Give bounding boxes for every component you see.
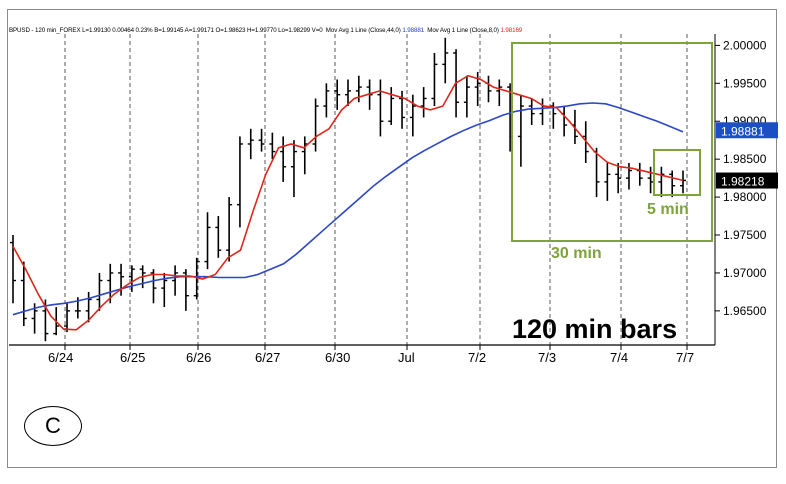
ma44-label: Mov Avg 1 Line (Close,44,0) bbox=[325, 27, 401, 34]
x-tick-label: 6/25 bbox=[120, 350, 145, 365]
ohlc-bar bbox=[128, 265, 135, 292]
y-tick-label: 1.98000 bbox=[723, 190, 767, 204]
ohlc-bar bbox=[528, 98, 535, 126]
ohlc-bar bbox=[604, 162, 611, 201]
ohlc-bar bbox=[431, 52, 438, 107]
x-tick-label: 6/27 bbox=[255, 350, 280, 365]
label-30-min: 30 min bbox=[551, 245, 602, 262]
ohlc-bar bbox=[474, 71, 481, 107]
ohlc-bar bbox=[463, 75, 470, 118]
panel-letter: C bbox=[24, 406, 82, 446]
ma44-value: 1.98881 bbox=[402, 27, 425, 34]
price-flag bbox=[716, 172, 778, 189]
ohlc-bar bbox=[658, 166, 665, 198]
x-tick-label: 6/26 bbox=[186, 350, 211, 365]
y-tick-label: 1.97500 bbox=[723, 228, 767, 242]
ohlc-bar bbox=[323, 83, 330, 118]
ohlc-bar bbox=[247, 128, 254, 160]
ohlc-bar bbox=[193, 257, 200, 300]
y-tick-label: 2.00000 bbox=[723, 38, 767, 52]
y-tick-label: 1.98500 bbox=[723, 152, 767, 166]
x-tick-label: 6/24 bbox=[48, 350, 73, 365]
y-tick-label: 1.97000 bbox=[723, 266, 767, 280]
price-flag bbox=[716, 122, 778, 139]
ohlc-bar bbox=[20, 261, 27, 327]
ohlc-bar bbox=[312, 98, 319, 152]
ma8-value: 1.98169 bbox=[500, 27, 523, 34]
ohlc-bar bbox=[615, 162, 622, 194]
ohlc-bar bbox=[334, 79, 341, 110]
label-5-min: 5 min bbox=[647, 201, 689, 218]
ohlc-bar bbox=[280, 136, 287, 182]
ohlc-bar bbox=[442, 37, 449, 84]
y-tick-label: 1.96500 bbox=[723, 304, 767, 318]
x-tick-label: 7/3 bbox=[538, 350, 556, 365]
main-label: 120 min bars bbox=[512, 314, 677, 344]
ohlc-bar bbox=[204, 212, 211, 270]
ohlc-bar bbox=[118, 263, 125, 296]
ohlc-bar bbox=[215, 216, 222, 258]
price-flag-label: 1.98218 bbox=[721, 175, 765, 189]
x-tick-label: 7/4 bbox=[610, 350, 628, 365]
ohlc-bar bbox=[172, 265, 179, 296]
ohlc-bar bbox=[269, 132, 276, 160]
chart-info-line: BPUSD - 120 min_FOREX L=1.99130 0.00464 … bbox=[9, 27, 522, 34]
x-tick-label: Jul bbox=[398, 350, 415, 365]
x-tick-label: 6/30 bbox=[325, 350, 350, 365]
ohlc-bar bbox=[258, 128, 265, 152]
ohlc-bar bbox=[85, 291, 92, 323]
box-30-min bbox=[511, 42, 713, 242]
ohlc-bar bbox=[345, 79, 351, 107]
ohlc-bar bbox=[236, 136, 243, 228]
ohlc-bar bbox=[388, 87, 395, 126]
x-tick-label: 7/7 bbox=[676, 350, 694, 365]
ohlc-bar bbox=[680, 170, 686, 194]
plot-area bbox=[9, 34, 715, 345]
ohlc-bar bbox=[669, 170, 676, 198]
ohlc-bar bbox=[96, 272, 103, 311]
price-flag-label: 1.98881 bbox=[721, 124, 765, 138]
symbol-line: BPUSD - 120 min_FOREX L=1.99130 0.00464 … bbox=[9, 27, 323, 34]
ohlc-bar bbox=[64, 303, 71, 333]
ohlc-bar bbox=[377, 79, 384, 137]
ma8-line bbox=[12, 74, 684, 331]
y-tick-label: 1.99500 bbox=[723, 76, 767, 90]
ohlc-bar bbox=[107, 263, 114, 304]
ohlc-bar bbox=[409, 94, 416, 137]
ohlc-bar bbox=[290, 140, 297, 198]
ohlc-bar bbox=[10, 235, 16, 304]
ohlc-bar bbox=[517, 94, 524, 167]
ohlc-bar bbox=[226, 197, 233, 262]
ohlc-bar bbox=[420, 87, 427, 118]
ma8-label: Mov Avg 1 Line (Close,8,0) bbox=[427, 27, 499, 34]
box-5-min bbox=[653, 149, 701, 196]
ohlc-bar bbox=[496, 79, 503, 107]
ma44-line bbox=[12, 102, 684, 316]
x-tick-label: 7/2 bbox=[468, 350, 486, 365]
